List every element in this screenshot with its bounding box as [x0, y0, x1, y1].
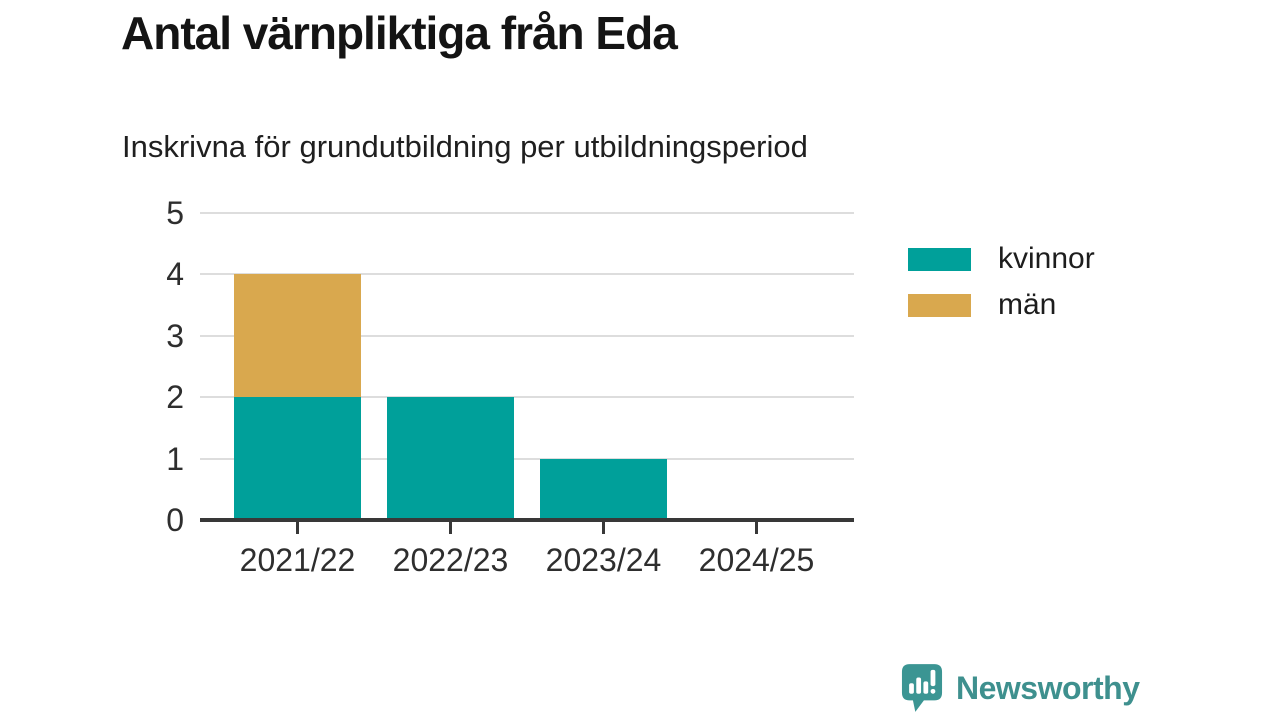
y-axis-tick-label: 4	[166, 256, 184, 293]
chart-subtitle: Inskrivna för grundutbildning per utbild…	[122, 129, 808, 164]
x-axis-tick	[449, 522, 452, 534]
bar-stack-2023-24	[540, 458, 667, 520]
y-axis-tick-label: 0	[166, 502, 184, 538]
y-axis-tick-label: 3	[166, 317, 184, 354]
gridline-y-2	[200, 396, 854, 399]
gridline-y-5	[200, 212, 854, 214]
y-axis-tick-label: 1	[166, 440, 184, 477]
newsworthy-logo: Newsworthy	[901, 663, 1140, 713]
y-axis-tick-label: 5	[166, 195, 184, 231]
bar-segment-kvinnor-2021-22	[234, 397, 361, 520]
bar-segment-kvinnor-2023-24	[540, 458, 667, 520]
x-axis-tick-label: 2023/24	[545, 542, 662, 578]
legend-item-män: män	[908, 288, 1095, 321]
gridline-y-4	[200, 273, 854, 276]
x-axis-tick-label: 2021/22	[239, 542, 356, 578]
bar-segment-kvinnor-2022-23	[387, 397, 514, 520]
legend-label: kvinnor	[998, 242, 1095, 275]
gridline-y-3	[200, 334, 854, 337]
plot-area: 0 1 2 3 4 5 2021/22 2022/23 2023/24 2024/25	[166, 196, 854, 578]
bar-stack-2021-22	[234, 274, 361, 520]
chart-title: Antal värnpliktiga från Eda	[121, 7, 678, 59]
x-axis-tick-label: 2024/25	[698, 542, 815, 578]
x-axis-tick	[755, 522, 758, 534]
newsworthy-logo-text: Newsworthy	[956, 669, 1140, 706]
bar-segment-män-2021-22	[234, 274, 361, 398]
legend-item-kvinnor: kvinnor	[908, 242, 1095, 275]
bar-stack-2022-23	[387, 397, 514, 520]
x-axis-tick	[296, 522, 299, 534]
x-axis-tick	[602, 522, 605, 534]
y-axis-tick-label: 2	[166, 379, 184, 416]
legend-swatch-kvinnor	[908, 247, 971, 271]
x-axis-tick-label: 2022/23	[392, 542, 509, 578]
legend: kvinnor män	[908, 242, 1095, 321]
legend-label: män	[998, 288, 1057, 321]
legend-swatch-män	[908, 293, 971, 317]
x-axis-line	[200, 518, 854, 522]
gridline-y-1	[200, 457, 854, 460]
newsworthy-logo-icon	[901, 664, 943, 712]
